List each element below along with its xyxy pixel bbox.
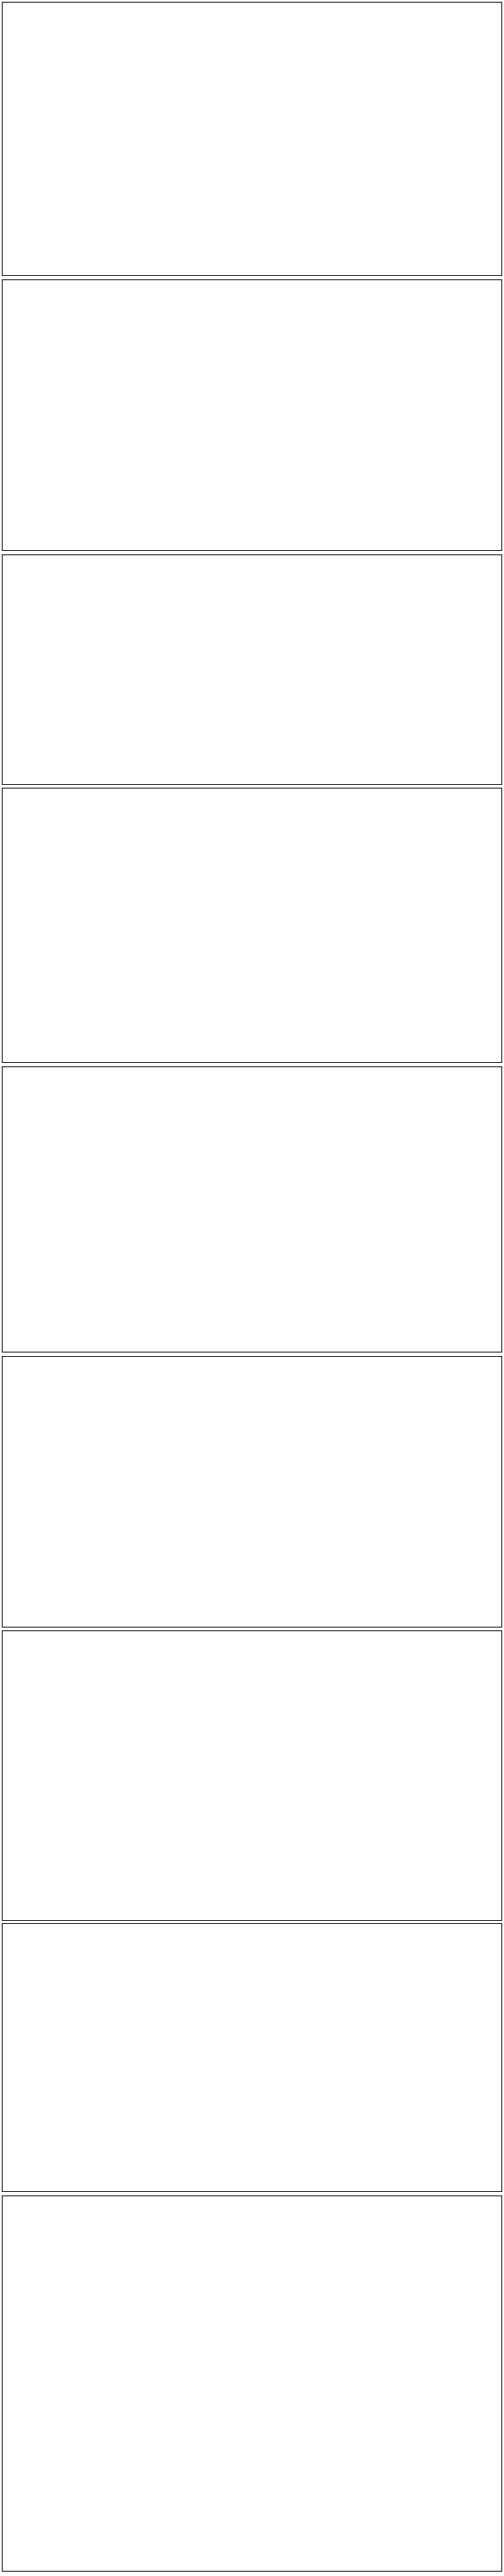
wind-speed-panel (2, 2195, 502, 2572)
temperature-panel (2, 2, 502, 276)
mslp-panel (2, 788, 502, 1063)
hmr-panel (2, 554, 502, 785)
grass-panel (2, 1066, 502, 1353)
sunshine-panel (2, 1630, 502, 1921)
wind-direction-panel (2, 1923, 502, 2192)
rain-panel (2, 1356, 502, 1628)
rh-panel (2, 279, 502, 551)
